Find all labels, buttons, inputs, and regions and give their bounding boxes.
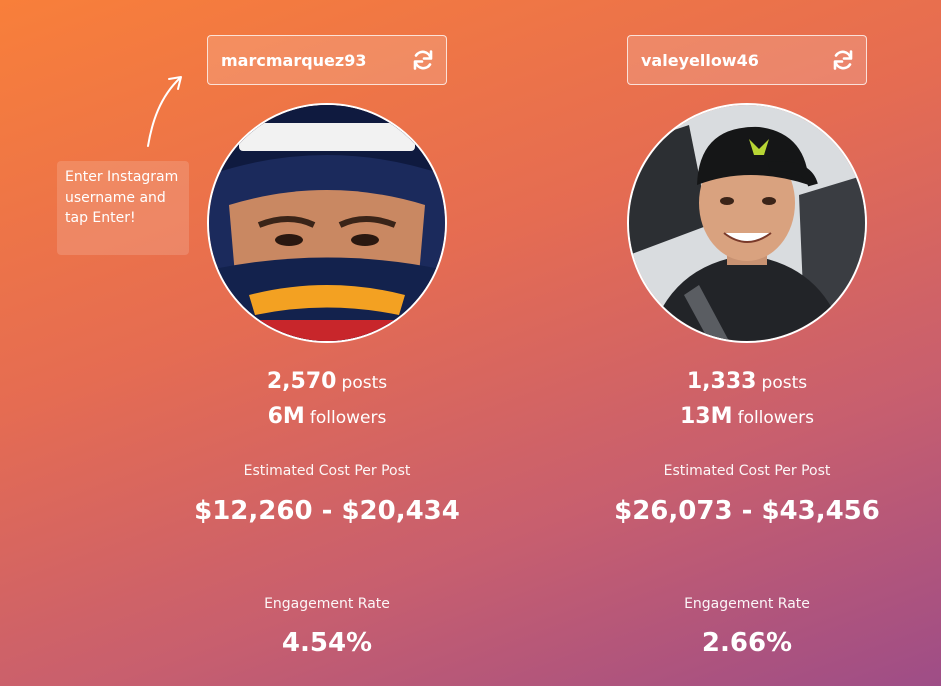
refresh-icon[interactable] <box>410 47 436 73</box>
followers-unit: followers <box>737 408 815 428</box>
engagement-value: 4.54% <box>281 628 373 658</box>
instructions-hint: Enter Instagram username and tap Enter! <box>57 161 189 255</box>
followers-count: 13M <box>679 404 733 429</box>
followers-count: 6M <box>267 404 305 429</box>
refresh-icon[interactable] <box>830 47 856 73</box>
cost-value: $12,260 - $20,434 <box>194 496 460 526</box>
profile-card-2: 1,333 posts 13M followers Estimated Cost… <box>587 0 907 686</box>
followers-unit: followers <box>309 408 387 428</box>
posts-count: 2,570 <box>266 369 337 394</box>
engagement-value: 2.66% <box>701 628 793 658</box>
cost-label: Estimated Cost Per Post <box>243 463 411 479</box>
posts-unit: posts <box>341 373 388 393</box>
profile-card-1: 2,570 posts 6M followers Estimated Cost … <box>167 0 487 686</box>
profile-avatar <box>207 103 447 343</box>
username-search-box <box>207 35 447 85</box>
engagement-label: Engagement Rate <box>264 596 390 612</box>
curved-arrow-icon <box>147 76 182 147</box>
username-input[interactable] <box>221 50 410 70</box>
posts-count: 1,333 <box>686 369 757 394</box>
username-input[interactable] <box>641 50 830 70</box>
followers-stat: 13M followers <box>587 404 907 429</box>
posts-unit: posts <box>761 373 808 393</box>
cost-value: $26,073 - $43,456 <box>614 496 880 526</box>
username-search-box <box>627 35 867 85</box>
posts-stat: 2,570 posts <box>167 369 487 394</box>
posts-stat: 1,333 posts <box>587 369 907 394</box>
followers-stat: 6M followers <box>167 404 487 429</box>
engagement-label: Engagement Rate <box>684 596 810 612</box>
profile-avatar <box>627 103 867 343</box>
cost-label: Estimated Cost Per Post <box>663 463 831 479</box>
